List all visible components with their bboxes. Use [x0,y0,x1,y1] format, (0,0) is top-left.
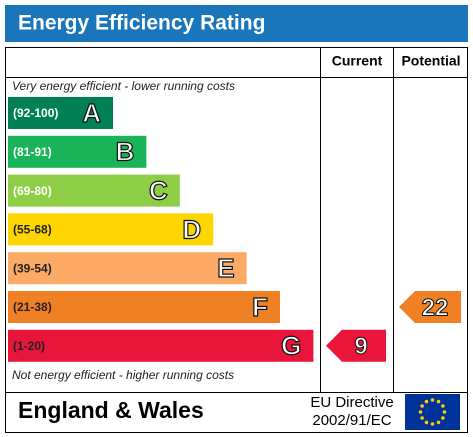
rating-value: 9 [354,333,367,360]
directive: 2002/91/EC [312,412,391,429]
band [8,97,113,129]
title: Energy Efficiency Rating [18,12,265,35]
rating-value: 22 [422,294,449,321]
bottom-note: Not energy efficient - higher running co… [12,368,234,382]
eu-star [436,399,441,404]
eu-star [441,416,445,420]
band [8,329,314,362]
top-note: Very energy efficient - lower running co… [12,79,235,93]
band-letter: A [82,98,101,128]
eu-star [424,420,429,425]
eu-star [441,404,445,408]
column-header: Potential [401,53,460,69]
band-letter: E [217,253,234,283]
title-bar [5,5,468,42]
band-letter: G [281,331,301,361]
band-letter: F [252,292,268,322]
band-range: (92-100) [13,106,58,120]
eu-star [420,416,424,420]
directive: EU Directive [310,394,393,411]
band [8,135,147,168]
column-header: Current [332,53,383,69]
band-range: (81-91) [13,145,52,159]
band-range: (1-20) [13,339,45,353]
rating-arrow [326,329,386,362]
band [8,252,247,285]
rating-arrow [399,291,461,323]
eu-stars [418,398,447,426]
band-range: (69-80) [13,184,52,198]
region: England & Wales [18,397,204,423]
eu-star [430,422,435,426]
eu-star [420,404,424,408]
eu-star [430,398,435,402]
band-letter: C [149,175,168,205]
band-range: (39-54) [13,261,52,275]
eu-star [442,410,447,414]
eu-star [418,410,423,414]
eu-star [424,399,429,404]
band [8,213,214,246]
band [8,291,280,323]
band [8,174,180,207]
eu-star [436,420,441,425]
band-letter: D [182,214,201,244]
frame [5,47,468,433]
band-range: (55-68) [13,223,52,237]
band-range: (21-38) [13,300,52,314]
band-letter: B [116,137,135,167]
